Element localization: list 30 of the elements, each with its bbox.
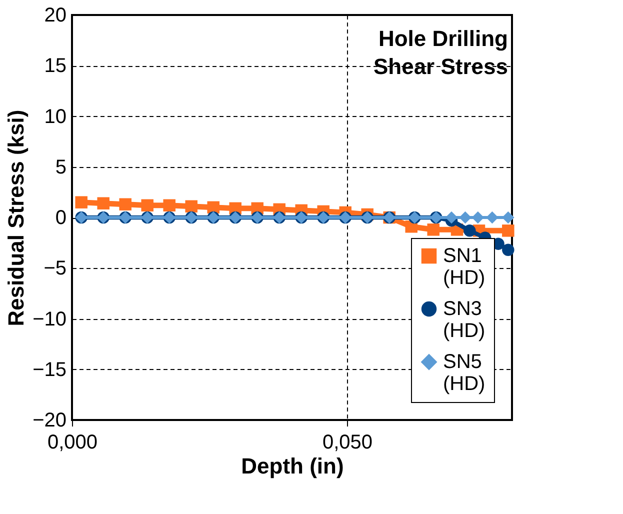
point xyxy=(75,196,88,208)
point xyxy=(119,198,132,210)
x-tick-label: 0,050 xyxy=(322,432,373,454)
legend-label: SN1 (HD) xyxy=(443,245,486,289)
legend-label: SN5 (HD) xyxy=(443,351,486,395)
y-tick-label: −5 xyxy=(44,258,66,280)
legend-label: SN3 (HD) xyxy=(443,298,486,342)
point xyxy=(163,199,176,212)
point xyxy=(502,224,514,237)
x-axis-title: Depth (in) xyxy=(241,454,344,478)
y-tick-label: 20 xyxy=(44,4,66,26)
point xyxy=(427,224,440,236)
y-tick-label: −15 xyxy=(32,358,66,381)
point xyxy=(464,224,476,237)
point xyxy=(141,199,154,212)
point xyxy=(502,244,514,256)
point xyxy=(207,201,220,214)
y-tick-label: 5 xyxy=(55,156,66,178)
x-tick-label: 0,000 xyxy=(47,432,98,454)
point xyxy=(97,197,110,210)
y-tick-label: 10 xyxy=(44,106,66,128)
point xyxy=(486,211,498,224)
y-tick-label: −20 xyxy=(32,410,66,432)
y-tick-label: −10 xyxy=(32,308,66,330)
point xyxy=(459,211,472,224)
y-axis-title: Residual Stress (ksi) xyxy=(4,110,29,326)
point xyxy=(502,211,514,224)
point xyxy=(185,200,198,212)
y-tick-label: 15 xyxy=(44,55,66,78)
y-tick-label: 0 xyxy=(55,207,66,229)
